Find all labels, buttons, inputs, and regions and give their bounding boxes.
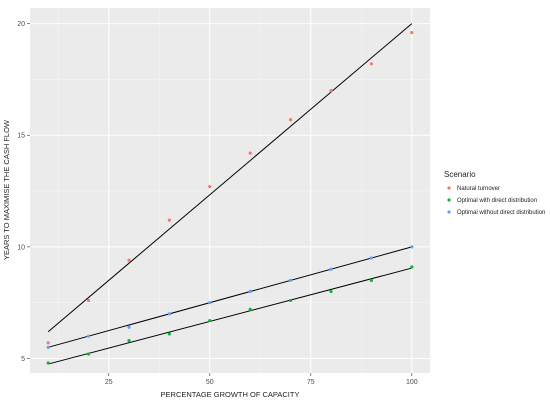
data-point — [329, 267, 333, 271]
data-point — [410, 265, 414, 269]
data-point — [208, 184, 212, 189]
x-tick-label: 25 — [105, 379, 113, 386]
x-tick-label: 100 — [406, 379, 418, 386]
minor-gridlines — [30, 8, 430, 373]
data-point — [86, 298, 91, 303]
data-point — [127, 258, 131, 262]
legend-items: Natural turnover Optimal with direct dist… — [447, 186, 545, 216]
data-point — [167, 332, 171, 336]
legend-label: Natural turnover — [457, 186, 500, 192]
data-point — [167, 312, 171, 316]
y-tick-label: 10 — [17, 244, 25, 251]
legend-label: Optimal without direct distribution — [457, 210, 545, 216]
data-point — [369, 256, 374, 260]
legend-key — [447, 198, 451, 202]
data-point — [248, 307, 252, 311]
data-point — [248, 151, 252, 155]
major-gridlines — [30, 8, 430, 373]
data-point — [167, 218, 171, 222]
data-point — [127, 325, 131, 329]
data-point — [86, 352, 91, 356]
data-point — [289, 278, 293, 282]
data-point — [329, 88, 333, 93]
data-point — [329, 289, 333, 294]
fit-line — [48, 246, 412, 348]
fit-lines — [47, 23, 413, 365]
plot-panel — [30, 8, 430, 373]
data-point — [289, 118, 293, 122]
y-tick-label: 20 — [17, 21, 25, 28]
legend: Scenario Natural turnover Optimal with di… — [444, 170, 545, 216]
data-point — [410, 30, 414, 35]
data-point — [46, 345, 50, 349]
data-point — [208, 318, 212, 323]
fit-line — [48, 267, 412, 365]
data-point — [46, 341, 50, 345]
data-point — [410, 245, 414, 249]
data-point — [369, 278, 374, 282]
data-points — [46, 30, 414, 365]
y-tick-label: 15 — [17, 133, 25, 140]
data-point — [208, 301, 212, 305]
data-point — [289, 298, 293, 303]
data-point — [369, 62, 374, 66]
x-axis: 25 50 75 100 — [105, 373, 418, 386]
y-tick-label: 5 — [21, 356, 25, 363]
x-tick-label: 75 — [307, 379, 315, 386]
data-point — [248, 289, 252, 294]
data-point — [127, 339, 131, 343]
y-axis-label: YEARS TO MAXIMISE THE CASH FLOW — [2, 119, 11, 260]
data-point — [86, 334, 91, 338]
x-tick-label: 50 — [206, 379, 214, 386]
legend-key — [447, 186, 451, 190]
legend-title: Scenario — [444, 170, 476, 179]
y-axis: 5 10 15 20 — [17, 21, 30, 363]
legend-label: Optimal with direct distribution — [457, 198, 537, 204]
data-point — [46, 361, 50, 365]
fit-line — [47, 23, 413, 333]
x-axis-label: PERCENTAGE GROWTH OF CAPACITY — [161, 390, 300, 399]
legend-key — [447, 210, 451, 214]
